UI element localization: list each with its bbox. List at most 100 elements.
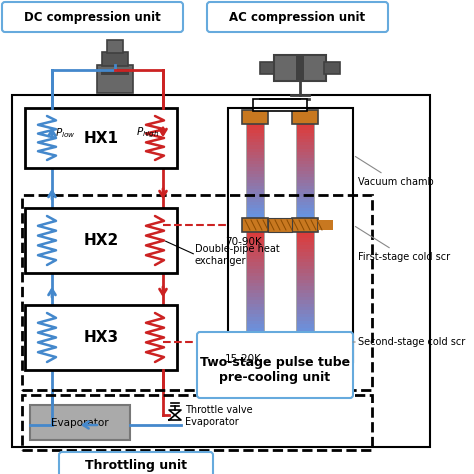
Bar (246, 310, 264, 314)
Bar (246, 146, 264, 149)
Bar (296, 259, 314, 263)
Bar (246, 152, 264, 155)
Bar (246, 183, 264, 187)
Bar (296, 177, 314, 181)
Bar (296, 167, 314, 171)
Bar (242, 335, 268, 349)
Bar (246, 252, 264, 256)
Bar (246, 173, 264, 177)
Bar (296, 304, 314, 308)
Bar (324, 62, 340, 74)
Bar (246, 331, 264, 335)
Bar (296, 310, 314, 314)
Bar (296, 130, 314, 133)
Bar (296, 192, 314, 196)
Text: Second-stage cold scr: Second-stage cold scr (353, 337, 465, 347)
Bar (296, 189, 314, 193)
Bar (318, 337, 333, 347)
Bar (296, 146, 314, 149)
FancyBboxPatch shape (59, 452, 213, 474)
Bar (246, 192, 264, 196)
Bar (246, 269, 264, 273)
Bar (296, 293, 314, 297)
Bar (296, 245, 314, 249)
Text: DC compression unit: DC compression unit (24, 10, 160, 24)
Bar (246, 297, 264, 301)
Bar (296, 214, 314, 218)
Bar (318, 220, 333, 230)
Bar (296, 307, 314, 311)
Bar (246, 196, 264, 199)
Bar (296, 235, 314, 239)
Bar (246, 273, 264, 277)
Bar (246, 177, 264, 181)
Bar (30, 405, 130, 440)
Text: Double-pipe heat
exchanger: Double-pipe heat exchanger (195, 244, 280, 266)
Bar (246, 214, 264, 218)
Bar (25, 108, 177, 168)
Bar (246, 263, 264, 266)
Text: 15-20K: 15-20K (225, 354, 262, 364)
Bar (246, 283, 264, 287)
Text: AC compression unit: AC compression unit (229, 10, 365, 24)
Bar (274, 55, 326, 81)
Bar (296, 231, 314, 236)
Bar (107, 40, 123, 53)
Bar (296, 276, 314, 280)
Text: Throttle valve: Throttle valve (185, 405, 253, 415)
Bar (296, 205, 314, 209)
Bar (296, 139, 314, 143)
Bar (296, 263, 314, 266)
Bar (246, 127, 264, 130)
Bar (246, 124, 264, 127)
Bar (296, 127, 314, 130)
Bar (296, 55, 304, 81)
Bar (296, 211, 314, 215)
Bar (296, 255, 314, 259)
Bar (296, 283, 314, 287)
Bar (296, 152, 314, 155)
Bar (246, 155, 264, 158)
Bar (296, 196, 314, 199)
Bar (296, 136, 314, 140)
Bar (246, 317, 264, 321)
Bar (296, 148, 314, 152)
Bar (246, 286, 264, 291)
Bar (296, 161, 314, 165)
Text: HX1: HX1 (83, 130, 118, 146)
Bar (296, 183, 314, 187)
Bar (296, 269, 314, 273)
Bar (246, 304, 264, 308)
Bar (242, 218, 268, 232)
Text: Throttling unit: Throttling unit (85, 459, 187, 473)
Bar (246, 307, 264, 311)
Bar (292, 218, 318, 232)
Bar (246, 202, 264, 205)
Bar (246, 280, 264, 283)
Bar (246, 238, 264, 242)
Bar (296, 171, 314, 174)
Bar (25, 305, 177, 370)
Bar (246, 328, 264, 332)
Bar (296, 286, 314, 291)
Bar (296, 249, 314, 253)
Bar (246, 255, 264, 259)
Bar (296, 158, 314, 162)
Bar (246, 321, 264, 325)
Bar (296, 133, 314, 137)
Bar (296, 273, 314, 277)
Bar (246, 324, 264, 328)
Bar (101, 69, 129, 75)
Bar (296, 186, 314, 190)
Text: 70-90K: 70-90K (225, 237, 261, 247)
Bar (246, 211, 264, 215)
Bar (246, 290, 264, 294)
Bar (296, 300, 314, 304)
Bar (246, 161, 264, 165)
Bar (296, 124, 314, 127)
Bar (246, 276, 264, 280)
Bar (253, 99, 307, 111)
Bar (246, 133, 264, 137)
Bar (246, 158, 264, 162)
Text: Vacuum chamb: Vacuum chamb (356, 156, 434, 187)
